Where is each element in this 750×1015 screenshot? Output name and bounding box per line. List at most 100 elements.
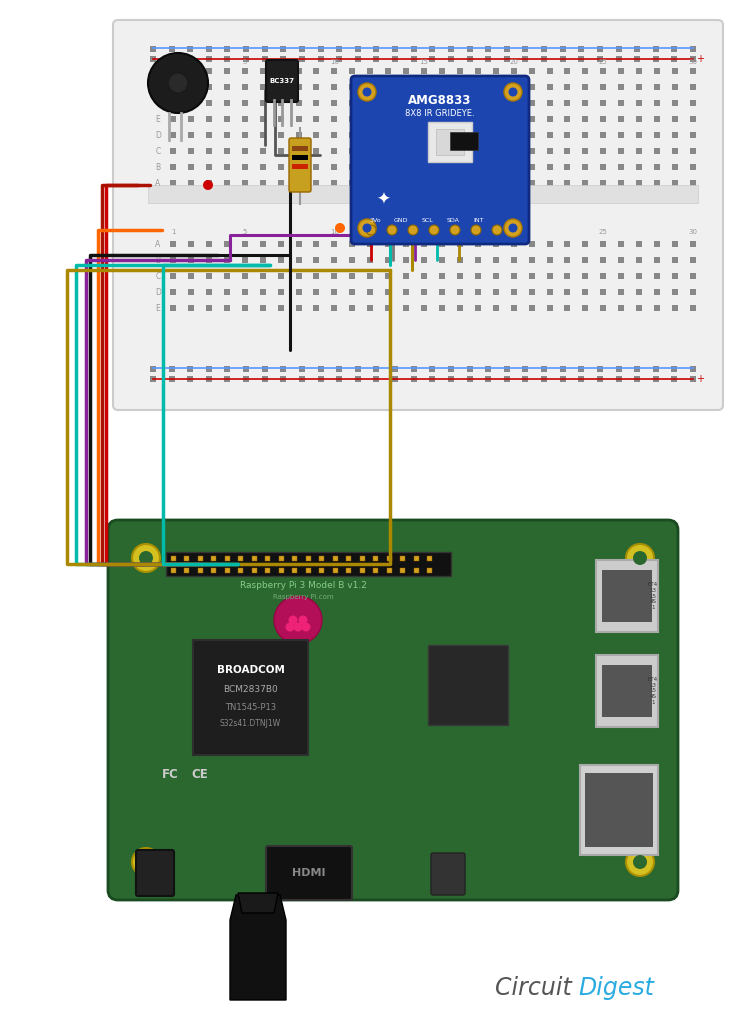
Bar (332, 132, 338, 138)
Bar (457, 68, 463, 74)
Bar (206, 180, 212, 186)
Circle shape (132, 848, 160, 876)
Text: A: A (155, 240, 160, 249)
Bar (690, 46, 696, 52)
Bar (690, 148, 696, 154)
Bar (193, 640, 308, 755)
Bar (278, 132, 284, 138)
Bar (260, 116, 266, 122)
FancyBboxPatch shape (431, 853, 465, 895)
Bar (583, 100, 589, 106)
Bar (475, 304, 481, 311)
Bar (429, 56, 435, 62)
Bar (466, 366, 472, 373)
Circle shape (293, 622, 302, 631)
Bar (292, 164, 308, 170)
Bar (373, 568, 378, 573)
Bar (262, 376, 268, 382)
Bar (565, 273, 571, 279)
Bar (188, 148, 194, 154)
Bar (547, 132, 553, 138)
Bar (485, 376, 491, 382)
Bar (150, 56, 156, 62)
Bar (427, 568, 432, 573)
Bar (278, 289, 284, 295)
Bar (493, 100, 499, 106)
Bar (448, 46, 454, 52)
FancyBboxPatch shape (351, 76, 529, 244)
Bar (618, 180, 624, 186)
Bar (280, 56, 286, 62)
Bar (188, 289, 194, 295)
Bar (314, 304, 320, 311)
Bar (565, 132, 571, 138)
Bar (332, 556, 338, 561)
Bar (511, 164, 517, 170)
Bar (421, 304, 427, 311)
Bar (386, 116, 392, 122)
Text: F: F (156, 98, 160, 108)
Circle shape (492, 225, 502, 235)
Bar (238, 568, 243, 573)
Bar (170, 164, 176, 170)
Bar (332, 241, 338, 247)
Bar (296, 289, 302, 295)
Bar (421, 289, 427, 295)
Bar (265, 556, 270, 561)
Text: 30: 30 (688, 229, 698, 235)
Bar (368, 84, 374, 90)
Bar (206, 164, 212, 170)
Bar (392, 366, 398, 373)
Bar (314, 100, 320, 106)
Bar (224, 56, 230, 62)
Text: G: G (155, 82, 161, 91)
Bar (636, 84, 642, 90)
Bar (299, 46, 305, 52)
Bar (278, 164, 284, 170)
Circle shape (132, 544, 160, 572)
Bar (332, 273, 338, 279)
Bar (690, 116, 696, 122)
Bar (170, 84, 176, 90)
Bar (654, 257, 660, 263)
Bar (278, 304, 284, 311)
Circle shape (626, 848, 654, 876)
Bar (439, 84, 445, 90)
Bar (671, 56, 677, 62)
Bar (314, 241, 320, 247)
Bar (184, 556, 189, 561)
Bar (206, 116, 212, 122)
Bar (314, 84, 320, 90)
Bar (547, 68, 553, 74)
Bar (429, 46, 435, 52)
Bar (150, 376, 156, 382)
Bar (565, 84, 571, 90)
Bar (439, 132, 445, 138)
Bar (618, 68, 624, 74)
Bar (690, 289, 696, 295)
Bar (504, 46, 510, 52)
Bar (511, 84, 517, 90)
Bar (596, 560, 658, 632)
Bar (523, 376, 529, 382)
Bar (206, 304, 212, 311)
Text: 20: 20 (509, 59, 518, 65)
Bar (578, 56, 584, 62)
Bar (206, 257, 212, 263)
Bar (400, 568, 405, 573)
Bar (654, 116, 660, 122)
Bar (206, 68, 212, 74)
FancyBboxPatch shape (113, 20, 723, 410)
Bar (672, 289, 678, 295)
Bar (170, 257, 176, 263)
Text: B: B (155, 162, 160, 172)
Bar (523, 56, 529, 62)
Bar (188, 257, 194, 263)
Text: 10: 10 (330, 59, 339, 65)
Bar (654, 289, 660, 295)
Bar (475, 68, 481, 74)
Circle shape (302, 622, 310, 631)
Bar (332, 84, 338, 90)
Bar (188, 116, 194, 122)
Bar (242, 289, 248, 295)
